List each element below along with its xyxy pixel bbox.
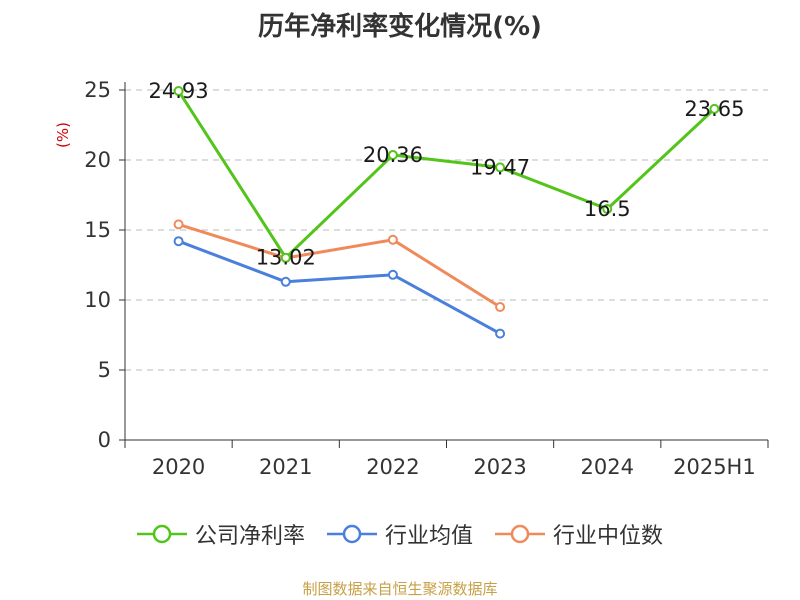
legend-marker-icon: [495, 524, 545, 544]
data-label: 13.02: [256, 246, 316, 270]
y-tick-label: 10: [84, 288, 111, 312]
x-tick-label: 2021: [259, 455, 312, 479]
axes: 0 5 10 15 20 25 2020 2021 2022 2023 2024 2025H1: [84, 78, 769, 479]
data-point: [495, 328, 506, 339]
series-line: [178, 239, 501, 335]
legend-label: 行业均值: [384, 524, 473, 549]
data-point: [387, 234, 398, 245]
legend-label: 行业中位数: [553, 524, 664, 549]
data-point: [387, 269, 398, 280]
chart-title: 历年净利率变化情况(%): [258, 12, 542, 42]
legend-marker-icon: [326, 524, 377, 544]
data-point: [709, 103, 720, 114]
data-point: [280, 276, 291, 287]
source-note: 制图数据来自恒生聚源数据库: [302, 580, 498, 598]
legend-item-industry-median[interactable]: 行业中位数: [495, 518, 663, 550]
data-label: 19.47: [470, 155, 530, 179]
series-lines: [173, 85, 720, 339]
series-line: [177, 90, 716, 260]
legend-item-industry-mean[interactable]: 行业均值: [326, 518, 473, 550]
legend-item-company[interactable]: 公司净利率: [136, 518, 305, 550]
data-point: [387, 149, 398, 160]
y-tick-label: 25: [84, 78, 111, 102]
y-tick-label: 0: [98, 428, 111, 452]
data-label: 23.65: [684, 97, 744, 121]
x-tick-label: 2020: [152, 455, 205, 479]
data-point: [495, 302, 506, 312]
series-line: [178, 222, 501, 309]
legend: 公司净利率 行业均值 行业中位数: [0, 518, 800, 550]
data-point: [173, 219, 184, 230]
x-tick-label: 2022: [366, 455, 419, 479]
x-tick-label: 2023: [473, 455, 526, 479]
x-tick-label: 2024: [581, 455, 634, 479]
grid-lines: [125, 89, 768, 371]
data-point: [602, 204, 613, 214]
y-tick-label: 5: [98, 358, 111, 382]
data-point: [280, 252, 291, 263]
y-tick-label: 15: [84, 218, 111, 242]
y-tick-label: 20: [84, 148, 111, 172]
legend-marker-icon: [136, 524, 187, 544]
data-point: [173, 236, 184, 247]
x-tick-label: 2025H1: [673, 455, 756, 479]
data-label: 20.36: [363, 143, 423, 167]
data-point: [173, 85, 184, 96]
legend-label: 公司净利率: [194, 524, 305, 549]
data-label: 24.93: [149, 79, 209, 103]
data-point: [495, 162, 506, 173]
data-labels: 24.93 13.02 20.36 19.47 16.5 23.65: [149, 79, 745, 270]
data-label: 16.5: [584, 197, 631, 221]
